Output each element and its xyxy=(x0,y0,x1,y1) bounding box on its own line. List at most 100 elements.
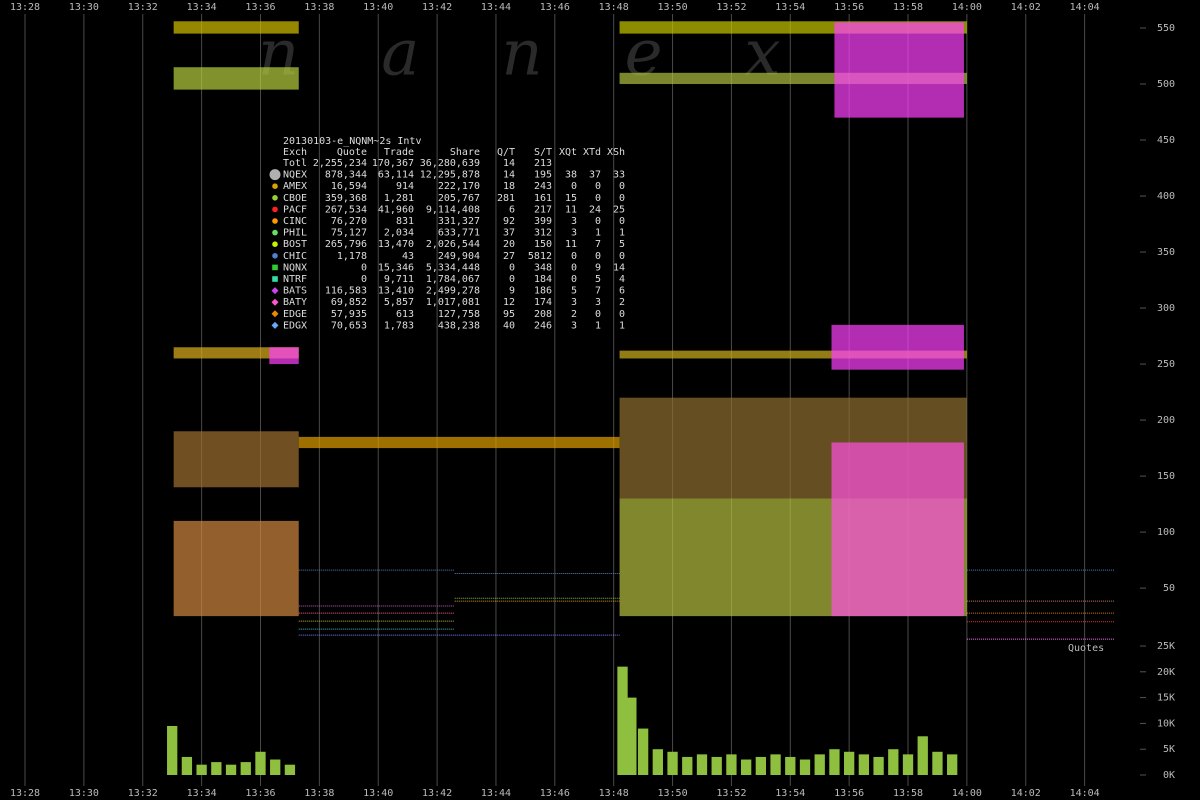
x-tick-label: 13:54 xyxy=(775,788,805,799)
table-cell: NTRF xyxy=(283,274,307,285)
x-tick-label: 13:48 xyxy=(599,2,629,13)
x-tick-label: 13:42 xyxy=(422,2,452,13)
table-cell: 249,904 xyxy=(438,251,480,262)
table-cell: 217 xyxy=(534,204,552,215)
quote-rate-bar xyxy=(240,762,251,775)
y-tick-label: 200 xyxy=(1157,415,1175,426)
table-cell: PHIL xyxy=(283,228,307,239)
quote-rate-bar xyxy=(711,756,722,775)
table-cell: 0 xyxy=(619,309,625,320)
quote-cluster xyxy=(619,72,967,85)
x-tick-label: 14:04 xyxy=(1070,2,1100,13)
table-cell: 213 xyxy=(534,158,552,169)
table-cell: 0 xyxy=(619,193,625,204)
y-tick-label: 5K xyxy=(1163,744,1175,755)
quote-rate-bar xyxy=(785,756,796,775)
table-cell: 13,470 xyxy=(378,239,414,250)
table-cell: 3 xyxy=(571,228,577,239)
table-cell: 222,170 xyxy=(438,181,480,192)
quote-cluster xyxy=(173,347,299,359)
quote-rate-bar xyxy=(932,751,943,775)
y-tick-label: 300 xyxy=(1157,303,1175,314)
quote-cluster xyxy=(173,431,299,488)
table-cell: 5 xyxy=(619,239,625,250)
quote-rate-bar xyxy=(626,697,637,775)
table-cell: 0 xyxy=(595,251,601,262)
table-cell: 399 xyxy=(534,216,552,227)
quote-rate-bar xyxy=(682,756,693,775)
table-cell: 0 xyxy=(619,181,625,192)
x-tick-label: 13:50 xyxy=(657,788,687,799)
x-tick-label: 13:28 xyxy=(10,788,40,799)
table-cell: 9,711 xyxy=(384,274,414,285)
table-cell: 2 xyxy=(619,297,625,308)
y-tick-label: 400 xyxy=(1157,191,1175,202)
table-cell: 1 xyxy=(595,228,601,239)
table-cell: 7 xyxy=(595,286,601,297)
legend-marker xyxy=(272,183,278,189)
table-cell: 0 xyxy=(619,216,625,227)
x-tick-label: 13:48 xyxy=(599,788,629,799)
table-cell: 312 xyxy=(534,228,552,239)
table-cell: 38 xyxy=(565,170,577,181)
table-cell: 1 xyxy=(619,228,625,239)
quote-rate-bar xyxy=(211,762,222,775)
table-cell: 11 xyxy=(565,239,577,250)
y-tick-label: 350 xyxy=(1157,247,1175,258)
quote-rate-bar xyxy=(755,756,767,775)
quote-rate-bar xyxy=(858,754,870,775)
table-cell: 4 xyxy=(619,274,625,285)
table-cell: CHIC xyxy=(283,251,307,262)
table-cell: PACF xyxy=(283,204,307,215)
table-cell: 0 xyxy=(361,274,367,285)
x-tick-label: 13:58 xyxy=(893,788,923,799)
table-cell: 95 xyxy=(503,309,515,320)
table-cell: 267,534 xyxy=(325,204,367,215)
table-cell: 9 xyxy=(595,262,601,273)
y-tick-label: 150 xyxy=(1157,471,1175,482)
table-header: Quote xyxy=(337,147,367,158)
x-tick-label: 13:40 xyxy=(363,2,393,13)
table-cell: 15 xyxy=(565,193,577,204)
table-cell: 281 xyxy=(497,193,515,204)
y-tick-label: 20K xyxy=(1157,667,1175,678)
x-tick-label: 14:02 xyxy=(1011,788,1041,799)
table-cell: 12,295,878 xyxy=(420,170,480,181)
table-cell: 0 xyxy=(571,274,577,285)
table-cell: 1,281 xyxy=(384,193,414,204)
table-cell: 14 xyxy=(613,262,625,273)
table-cell: 205,767 xyxy=(438,193,480,204)
table-cell: Totl xyxy=(283,158,307,169)
table-cell: 0 xyxy=(571,262,577,273)
table-cell: 18 xyxy=(503,181,515,192)
table-header: XTd xyxy=(583,147,601,158)
x-tick-label: 13:30 xyxy=(69,788,99,799)
x-tick-label: 13:32 xyxy=(128,788,158,799)
y-tick-label: 250 xyxy=(1157,359,1175,370)
table-cell: 5,334,448 xyxy=(426,262,480,273)
table-cell: 33 xyxy=(613,170,625,181)
table-cell: BATY xyxy=(283,297,307,308)
table-cell: 170,367 xyxy=(372,158,414,169)
legend-marker xyxy=(272,229,278,236)
table-header: Trade xyxy=(384,147,414,158)
table-cell: 3 xyxy=(595,297,601,308)
table-cell: 6 xyxy=(509,204,515,215)
table-cell: 75,127 xyxy=(331,228,367,239)
x-tick-label: 13:36 xyxy=(245,788,275,799)
table-cell: 184 xyxy=(534,274,552,285)
y-tick-label: 50 xyxy=(1163,583,1175,594)
table-cell: 348 xyxy=(534,262,552,273)
table-cell: 69,852 xyxy=(331,297,367,308)
x-tick-label: 13:54 xyxy=(775,2,805,13)
table-cell: 37 xyxy=(589,170,601,181)
table-cell: 40 xyxy=(503,320,515,331)
x-tick-label: 13:42 xyxy=(422,788,452,799)
table-cell: 5812 xyxy=(528,251,552,262)
x-tick-label: 14:00 xyxy=(952,788,982,799)
x-tick-label: 13:36 xyxy=(245,2,275,13)
quote-rate-bar xyxy=(844,751,855,775)
table-cell: 2 xyxy=(571,309,577,320)
table-cell: CINC xyxy=(283,216,307,227)
table-cell: 878,344 xyxy=(325,170,367,181)
